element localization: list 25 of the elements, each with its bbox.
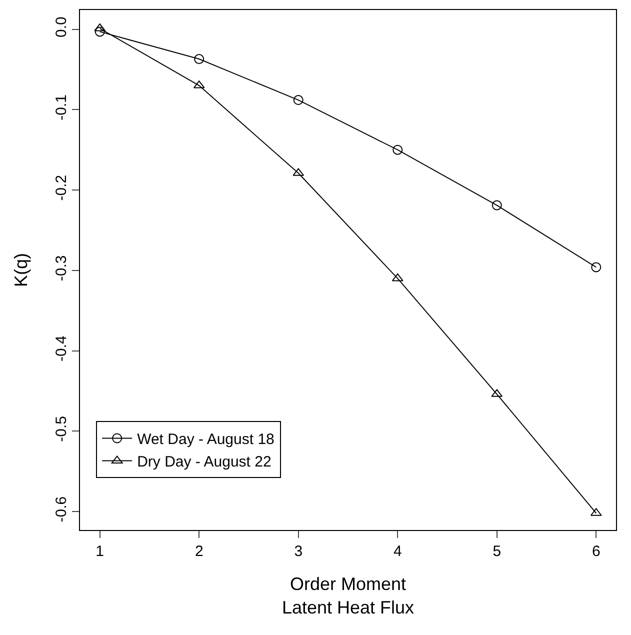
y-axis-title: K(q) xyxy=(11,252,32,288)
x-tick-label: 2 xyxy=(194,543,204,560)
point xyxy=(194,54,204,64)
y-tick-label: -0.4 xyxy=(53,336,70,362)
point xyxy=(94,26,105,37)
y-tick-label: -0.5 xyxy=(53,416,70,442)
x-axis-title: Order Moment Latent Heat Flux xyxy=(282,574,414,618)
y-tick-label: 0.0 xyxy=(53,16,70,38)
x-tick-label: 5 xyxy=(492,543,502,560)
point xyxy=(392,273,404,282)
point xyxy=(293,95,304,106)
y-tick-label: -0.2 xyxy=(53,174,70,201)
x-tick-label: 4 xyxy=(393,543,402,560)
x-tick-label: 6 xyxy=(592,543,600,560)
point xyxy=(591,262,602,272)
x-tick-label: 3 xyxy=(294,543,303,560)
y-tick-label: -0.1 xyxy=(53,94,70,120)
point xyxy=(392,144,403,155)
legend-label: Dry Day - August 22 xyxy=(137,454,272,471)
point xyxy=(94,23,106,32)
point xyxy=(492,200,502,210)
legend-label: Wet Day - August 18 xyxy=(137,431,274,448)
y-tick-label: -0.6 xyxy=(53,496,70,522)
y-tick-label: -0.3 xyxy=(53,255,70,282)
x-tick-label: 1 xyxy=(96,543,104,560)
